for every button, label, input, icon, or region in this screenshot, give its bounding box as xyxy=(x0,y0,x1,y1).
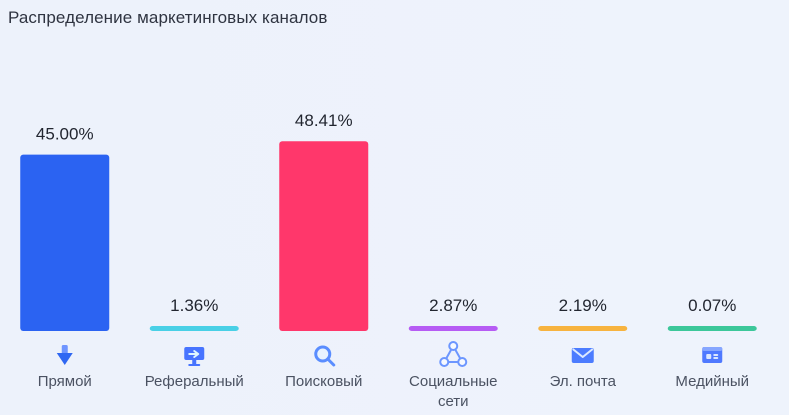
download-arrow-icon xyxy=(56,345,73,365)
bar-5 xyxy=(538,326,628,331)
bar-group-1: 45.00% Прямой xyxy=(20,125,110,390)
share-network-icon xyxy=(439,341,468,367)
category-label-6: Медийный xyxy=(675,373,749,390)
search-icon xyxy=(314,345,336,367)
value-label-5: 2.19% xyxy=(559,296,607,315)
value-label-4: 2.87% xyxy=(429,296,477,315)
monitor-arrow-icon xyxy=(184,347,205,366)
value-label-3: 48.41% xyxy=(295,111,353,130)
chart-title: Распределение маркетинговых каналов xyxy=(8,8,328,27)
bar-group-2: 1.36% Реферальный xyxy=(145,296,244,390)
bar-1 xyxy=(20,154,110,331)
category-label-4: Социальные xyxy=(409,373,497,390)
category-label-5: Эл. почта xyxy=(550,373,617,390)
value-label-2: 1.36% xyxy=(170,296,218,315)
category-label-3: Поисковый xyxy=(285,373,362,390)
category-label-2: Реферальный xyxy=(145,373,244,390)
bar-6 xyxy=(667,326,757,331)
bar-3 xyxy=(279,141,369,331)
bar-group-5: 2.19% Эл. почта xyxy=(538,296,628,390)
value-label-1: 45.00% xyxy=(36,125,94,144)
category-label-4: сети xyxy=(438,393,469,410)
envelope-icon xyxy=(571,348,594,363)
bar-group-4: 2.87% Социальные сети xyxy=(408,296,498,410)
bar-group-3: 48.41% Поисковый xyxy=(279,111,369,390)
window-media-icon xyxy=(702,347,723,363)
category-label-1: Прямой xyxy=(38,373,92,390)
bar-2 xyxy=(149,326,239,331)
bar-group-6: 0.07% Медийный xyxy=(667,296,757,390)
bar-4 xyxy=(408,326,498,331)
value-label-6: 0.07% xyxy=(688,296,736,315)
